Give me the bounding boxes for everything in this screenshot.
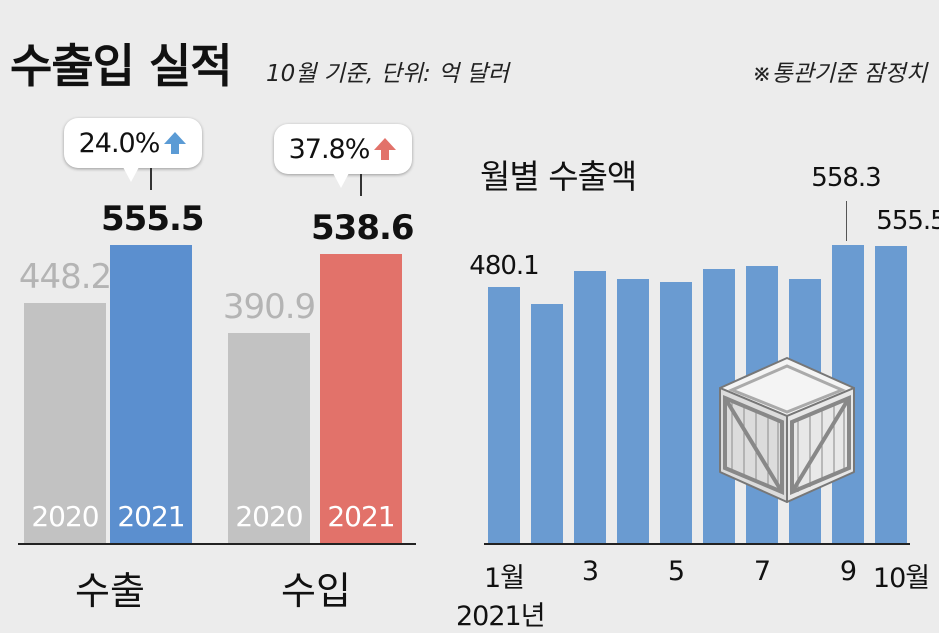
callout-tail bbox=[333, 173, 349, 188]
cargo-crate-icon bbox=[719, 357, 855, 503]
monthly-value-label: 555.5 bbox=[876, 206, 939, 237]
arrow-up-icon bbox=[374, 138, 397, 160]
subtitle: 10월 기준, 단위: 억 달러 bbox=[266, 61, 509, 87]
import-growth-callout: 37.8% bbox=[274, 124, 412, 188]
right-baseline bbox=[484, 543, 910, 545]
value-label-import-2020: 390.9 bbox=[222, 287, 316, 328]
bar-import-2020: 2020 bbox=[228, 333, 310, 543]
import-growth-value: 37.8% bbox=[288, 133, 371, 165]
category-label-import: 수입 bbox=[281, 569, 351, 613]
x-tick-label: 10월 bbox=[872, 563, 930, 594]
bar-export-2020: 2020 bbox=[24, 302, 106, 543]
import-pointer-line bbox=[360, 174, 362, 196]
year-label: 2020 bbox=[235, 499, 303, 533]
bar-export-2021: 2021 bbox=[110, 245, 192, 543]
x-tick-label: 1월 bbox=[483, 563, 525, 594]
x-tick-label: 5 bbox=[667, 556, 685, 587]
value-label-import-2021: 538.6 bbox=[311, 208, 415, 249]
export-pointer-line bbox=[150, 168, 152, 190]
year-label: 2021 bbox=[327, 499, 395, 533]
page-title: 수출입 실적 bbox=[10, 39, 233, 93]
year-label: 2021년 bbox=[456, 601, 546, 632]
export-growth-callout: 24.0% bbox=[64, 118, 202, 182]
callout-tail bbox=[123, 167, 139, 182]
category-label-export: 수출 bbox=[75, 569, 145, 613]
x-tick-label: 3 bbox=[581, 556, 599, 587]
left-baseline bbox=[18, 543, 416, 545]
bar-import-2021: 2021 bbox=[320, 254, 402, 543]
monthly-bar-5 bbox=[660, 281, 692, 543]
x-tick-label: 9 bbox=[839, 556, 857, 587]
x-tick-label: 7 bbox=[753, 556, 771, 587]
year-label: 2020 bbox=[31, 499, 99, 533]
footnote: ※통관기준 잠정치 bbox=[752, 61, 927, 87]
year-label: 2021 bbox=[117, 500, 185, 533]
monthly-bar-1 bbox=[488, 286, 520, 543]
monthly-bar-3 bbox=[574, 270, 606, 543]
value-label-export-2021: 555.5 bbox=[101, 199, 205, 239]
monthly-bar-2 bbox=[531, 303, 563, 543]
monthly-bar-10 bbox=[875, 246, 907, 543]
monthly-value-label: 480.1 bbox=[469, 250, 539, 281]
arrow-up-icon bbox=[164, 132, 187, 154]
monthly-chart-title: 월별 수출액 bbox=[480, 157, 637, 196]
monthly-value-label: 558.3 bbox=[811, 163, 881, 193]
export-growth-value: 24.0% bbox=[78, 127, 161, 159]
value-label-export-2020: 448.2 bbox=[18, 256, 112, 297]
value-pointer-line bbox=[846, 201, 847, 241]
monthly-bar-4 bbox=[617, 279, 649, 543]
